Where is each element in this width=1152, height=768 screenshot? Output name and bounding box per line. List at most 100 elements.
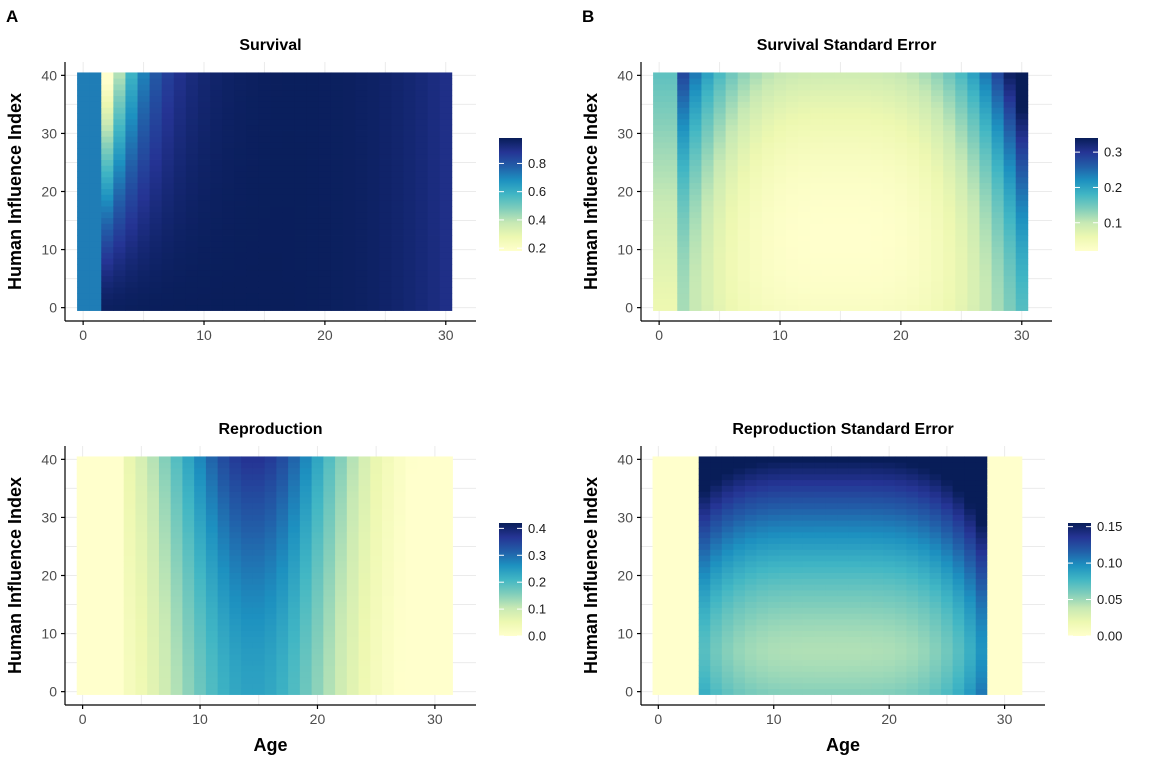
heatmap-tile [137,275,151,282]
heatmap-tile [791,502,803,510]
heatmap-tile [744,514,757,521]
colorbar-legend: 0.10.20.3 [1075,138,1122,251]
heatmap-tile [906,200,920,207]
heatmap-tile [123,462,136,469]
heatmap-tile [379,124,392,131]
heatmap-tile [276,560,289,568]
heatmap-tile [906,159,920,166]
heatmap-tile [311,502,324,510]
heatmap-tile [791,543,803,550]
heatmap-tile [367,223,380,230]
heatmap-tile [234,147,247,155]
heatmap-tile [382,508,395,515]
heatmap-tile [306,130,320,137]
heatmap-tile [258,304,271,311]
heatmap-tile [137,89,151,97]
heatmap-tile [149,235,163,242]
heatmap-tile [77,89,90,97]
heatmap-tile [955,269,968,277]
heatmap-tile [1003,147,1017,155]
heatmap-tile [270,188,283,195]
heatmap-tile [194,485,207,492]
heatmap-tile [294,124,308,131]
heatmap-tile [125,72,138,79]
heatmap-tile [101,287,114,294]
heatmap-tile [943,269,956,277]
heatmap-tile [185,235,199,242]
heatmap-tile [415,113,429,120]
heatmap-tile [288,526,301,533]
heatmap-tile [89,159,102,166]
heatmap-tile [415,287,429,294]
heatmap-tile [767,566,780,573]
heatmap-tile [979,159,992,166]
heatmap-tile [358,456,371,463]
heatmap-tile [358,526,371,533]
heatmap-tile [173,84,187,91]
heatmap-tile [417,619,430,626]
heatmap-tile [294,118,308,126]
heatmap-tile [367,89,380,97]
heatmap-tile [229,508,242,515]
heatmap-tile [677,200,690,207]
chart-title: Reproduction [219,421,323,438]
heatmap-tile [382,479,395,486]
heatmap-tile [991,287,1005,294]
heatmap-tile [931,113,944,120]
heatmap-tile [919,206,932,213]
heatmap-tile [767,642,780,649]
heatmap-tile [379,258,392,265]
heatmap-tile [77,72,90,79]
heatmap-tile [343,107,356,114]
heatmap-tile [701,287,714,294]
heatmap-tile [870,217,884,224]
heatmap-tile [161,176,175,184]
heatmap-tile [185,275,199,282]
heatmap-tile [756,595,769,603]
heatmap-tile [346,677,359,684]
heatmap-tile [161,287,175,294]
heatmap-tile [415,246,429,253]
heatmap-tile [194,601,207,608]
heatmap-tile [810,124,823,131]
heatmap-tile [882,171,896,178]
heatmap-tile [439,211,453,219]
heatmap-tile [439,229,453,236]
heatmap-tile [882,252,896,259]
heatmap-tile [701,258,714,265]
heatmap-tile [391,176,404,184]
heatmap-tile [767,508,780,515]
heatmap-tile [894,462,907,469]
heatmap-tile [906,485,919,492]
heatmap-tile [825,607,838,614]
heatmap-tile [306,136,320,143]
heatmap-tile [1003,136,1017,143]
heatmap-tile [860,648,873,655]
heatmap-tile [802,601,815,608]
heatmap-tile [282,78,296,85]
y-tick-label: 10 [41,626,57,642]
heatmap-tile [786,229,799,236]
heatmap-tile [870,107,884,114]
heatmap-tile [733,485,746,492]
heatmap-tile [355,200,368,207]
heatmap-tile [252,578,266,585]
heatmap-tile [733,682,746,690]
heatmap-tile [158,520,172,527]
heatmap-tile [222,275,235,282]
heatmap-tile [710,590,723,597]
heatmap-tile [725,147,739,155]
heatmap-tile [429,508,442,515]
heatmap-tile [222,240,235,248]
heatmap-tile [906,630,919,637]
heatmap-tile [687,502,700,510]
heatmap-tile [834,298,847,306]
heatmap-tile [229,601,242,608]
heatmap-tile [882,246,896,253]
heatmap-tile [158,508,172,515]
heatmap-tile [135,473,148,481]
heatmap-tile [405,531,418,539]
heatmap-tile [391,217,404,224]
heatmap-tile [429,659,442,666]
heatmap-tile [393,456,406,463]
